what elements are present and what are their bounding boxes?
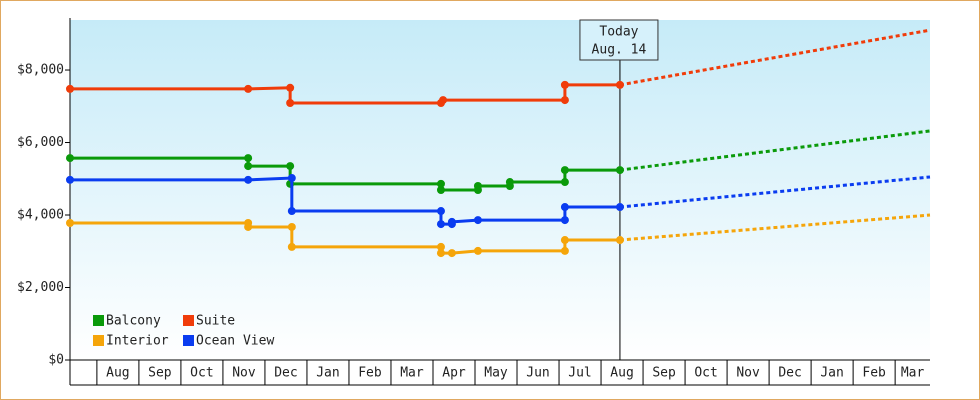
x-tick-label: Aug bbox=[106, 366, 129, 381]
point bbox=[286, 83, 295, 92]
today-label: Today bbox=[599, 25, 638, 40]
point bbox=[447, 217, 456, 226]
point bbox=[473, 216, 482, 225]
forecast-line bbox=[619, 175, 931, 209]
point bbox=[560, 178, 569, 187]
x-tick-label: Jul bbox=[568, 366, 591, 381]
legend-label: Suite bbox=[196, 314, 235, 329]
legend-swatch bbox=[183, 315, 194, 326]
point bbox=[286, 99, 295, 108]
point bbox=[560, 246, 569, 255]
point bbox=[244, 162, 253, 171]
point bbox=[66, 154, 74, 163]
point bbox=[560, 216, 569, 225]
today-label: Aug. 14 bbox=[592, 43, 647, 58]
x-tick-label: Jan bbox=[316, 366, 339, 381]
point bbox=[560, 166, 569, 175]
point bbox=[244, 175, 253, 184]
y-tick-label: $4,000 bbox=[17, 208, 64, 223]
point bbox=[287, 174, 296, 183]
x-tick-label: May bbox=[484, 366, 508, 381]
point bbox=[244, 222, 253, 231]
point bbox=[244, 84, 253, 93]
point bbox=[560, 80, 569, 89]
y-tick-label: $2,000 bbox=[17, 280, 64, 295]
x-tick-label: Dec bbox=[274, 366, 297, 381]
point bbox=[244, 154, 253, 163]
x-tick-label: Sep bbox=[652, 366, 676, 381]
point bbox=[439, 96, 448, 105]
y-tick-label: $6,000 bbox=[17, 135, 64, 150]
point bbox=[287, 242, 296, 251]
point bbox=[615, 80, 624, 89]
point bbox=[286, 162, 295, 171]
x-tick-label: Apr bbox=[442, 366, 466, 381]
legend-label: Balcony bbox=[106, 314, 161, 329]
x-tick-label: Jun bbox=[526, 366, 549, 381]
point bbox=[436, 249, 445, 258]
point bbox=[436, 207, 445, 216]
forecast-line bbox=[619, 28, 931, 87]
x-tick-label: Jan bbox=[820, 366, 843, 381]
forecast-line bbox=[619, 129, 931, 172]
x-tick-label: Dec bbox=[778, 366, 801, 381]
point bbox=[287, 207, 296, 216]
y-tick-label: $8,000 bbox=[17, 63, 64, 78]
point bbox=[66, 218, 74, 227]
point bbox=[615, 203, 624, 212]
point bbox=[287, 222, 296, 231]
point bbox=[505, 178, 514, 187]
x-tick-label: Sep bbox=[148, 366, 172, 381]
x-tick-label: Aug bbox=[610, 366, 633, 381]
legend-swatch bbox=[93, 335, 104, 346]
legend-swatch bbox=[93, 315, 104, 326]
point bbox=[436, 220, 445, 229]
legend-swatch bbox=[183, 335, 194, 346]
point bbox=[473, 246, 482, 255]
x-tick-label: Mar bbox=[901, 366, 925, 381]
point bbox=[560, 236, 569, 245]
point bbox=[66, 84, 74, 93]
today-box bbox=[579, 19, 659, 61]
x-tick-label: Mar bbox=[400, 366, 424, 381]
x-tick-label: Oct bbox=[694, 366, 717, 381]
x-tick-label: Nov bbox=[232, 366, 256, 381]
forecast-line bbox=[619, 213, 931, 242]
point bbox=[560, 203, 569, 212]
x-tick-label: Oct bbox=[190, 366, 213, 381]
point bbox=[436, 179, 445, 188]
x-tick-label: Feb bbox=[358, 366, 382, 381]
point bbox=[447, 249, 456, 258]
y-tick-label: $0 bbox=[48, 353, 64, 368]
point bbox=[436, 186, 445, 194]
point bbox=[560, 96, 569, 105]
legend-label: Ocean View bbox=[196, 334, 274, 349]
point bbox=[615, 166, 624, 175]
x-tick-label: Feb bbox=[862, 366, 886, 381]
x-tick-label: Nov bbox=[736, 366, 760, 381]
point bbox=[436, 242, 445, 251]
legend-label: Interior bbox=[106, 334, 169, 349]
point bbox=[615, 236, 624, 245]
plot-area bbox=[70, 20, 930, 360]
series-line bbox=[70, 156, 620, 192]
point bbox=[66, 175, 74, 184]
point bbox=[473, 182, 482, 191]
